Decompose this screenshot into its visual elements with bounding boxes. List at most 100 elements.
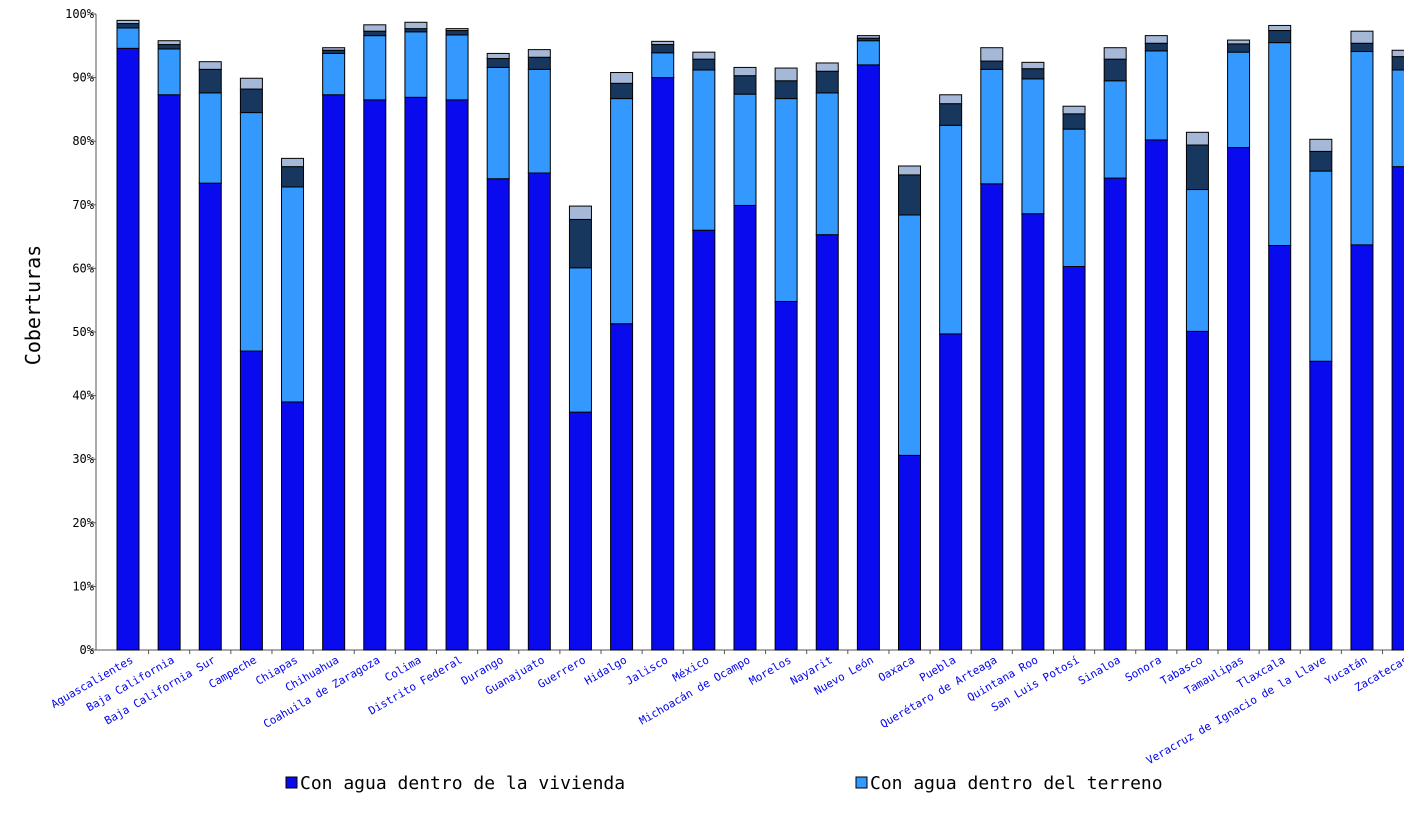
bar-segment — [898, 214, 922, 456]
bar-segment — [1391, 69, 1404, 168]
y-tick-label: 70% — [72, 198, 94, 212]
x-tick-label: Morelos — [747, 653, 794, 687]
bar-segment — [733, 204, 757, 651]
bar-segment — [939, 94, 963, 105]
bars — [116, 19, 1404, 651]
bar-segment — [116, 27, 140, 49]
bar-segment — [651, 44, 675, 54]
bar-segment — [939, 333, 963, 651]
bar-segment — [1391, 56, 1404, 71]
y-tick-label: 0% — [80, 643, 95, 657]
bar-segment — [445, 34, 469, 101]
bar-segment — [692, 229, 716, 651]
bar-segment — [486, 66, 510, 180]
bar-segment — [1062, 128, 1086, 267]
bar-segment — [239, 350, 263, 651]
bar-segment — [856, 64, 880, 651]
bar-segment — [1021, 68, 1045, 80]
bar-segment — [980, 60, 1004, 70]
bar-segment — [980, 183, 1004, 651]
bar-segment — [1062, 113, 1086, 130]
bar-segment — [610, 323, 634, 651]
bar-segment — [1021, 213, 1045, 651]
bar-segment — [527, 68, 551, 174]
bar-segment — [1391, 49, 1404, 58]
y-tick-label: 90% — [72, 71, 94, 85]
y-tick-label: 60% — [72, 261, 94, 275]
bar-segment — [1144, 139, 1168, 651]
bar-segment — [1227, 43, 1251, 53]
bar-segment — [1144, 35, 1168, 44]
y-axis-title: Coberturas — [21, 245, 45, 365]
bar-segment — [527, 172, 551, 651]
bar-segment — [527, 49, 551, 58]
bar-segment — [404, 96, 428, 651]
bar-segment — [363, 24, 387, 32]
bar-segment — [1103, 177, 1127, 651]
bar-segment — [1309, 138, 1333, 152]
bar-segment — [774, 80, 798, 100]
bar-segment — [774, 300, 798, 651]
bar-segment — [1144, 42, 1168, 52]
bar-segment — [1268, 245, 1292, 651]
bar-segment — [157, 40, 181, 46]
bar-segment — [1350, 30, 1374, 44]
x-tick-label: Sinaloa — [1076, 653, 1123, 687]
bar-segment — [1268, 24, 1292, 32]
bar-segment — [116, 47, 140, 651]
bar-segment — [322, 94, 346, 651]
bar-segment — [815, 92, 839, 236]
bar-segment — [157, 94, 181, 651]
bar-segment — [239, 112, 263, 352]
bar-segment — [486, 52, 510, 60]
bar-segment — [733, 66, 757, 77]
x-tick-label: Sonora — [1123, 653, 1164, 684]
bar-segment — [363, 30, 387, 37]
bar-segment — [733, 75, 757, 95]
bar-segment — [116, 19, 140, 25]
bar-segment — [651, 52, 675, 79]
bar-segment — [157, 48, 181, 96]
bar-segment — [1227, 39, 1251, 45]
bar-segment — [1103, 47, 1127, 60]
bar-segment — [198, 182, 222, 651]
bar-segment — [856, 35, 880, 39]
bar-segment — [157, 44, 181, 50]
bar-segment — [1185, 144, 1209, 191]
bar-segment — [898, 454, 922, 651]
bar-segment — [116, 23, 140, 29]
bar-segment — [1268, 30, 1292, 44]
bar-segment — [1021, 61, 1045, 70]
bar-segment — [281, 157, 305, 168]
bar-segment — [404, 31, 428, 98]
bar-segment — [1185, 131, 1209, 146]
y-tick-label: 50% — [72, 325, 94, 339]
bar-segment — [198, 92, 222, 184]
bar-segment — [445, 30, 469, 36]
bar-segment — [404, 21, 428, 30]
bar-segment — [774, 98, 798, 302]
legend-swatch — [285, 776, 298, 789]
y-tick-label: 30% — [72, 452, 94, 466]
bar-segment — [651, 77, 675, 651]
bar-segment — [1350, 42, 1374, 53]
bar-segment — [651, 40, 675, 46]
bar-segment — [198, 68, 222, 94]
bar-segment — [322, 47, 346, 51]
bar-segment — [527, 56, 551, 70]
bar-segment — [1185, 189, 1209, 332]
bar-segment — [198, 61, 222, 70]
bar-segment — [486, 178, 510, 651]
bar-segment — [363, 99, 387, 651]
x-tick-label: Hidalgo — [582, 653, 629, 687]
bar-segment — [281, 186, 305, 403]
bar-segment — [1350, 244, 1374, 651]
bar-segment — [980, 47, 1004, 62]
y-tick-label: 80% — [72, 134, 94, 148]
bar-segment — [1062, 265, 1086, 651]
bar-segment — [1309, 150, 1333, 172]
bar-segment — [898, 165, 922, 176]
bar-segment — [1391, 166, 1404, 651]
bar-segment — [1144, 50, 1168, 141]
